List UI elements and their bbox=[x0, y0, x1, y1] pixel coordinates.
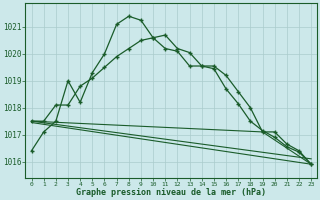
X-axis label: Graphe pression niveau de la mer (hPa): Graphe pression niveau de la mer (hPa) bbox=[76, 188, 266, 197]
